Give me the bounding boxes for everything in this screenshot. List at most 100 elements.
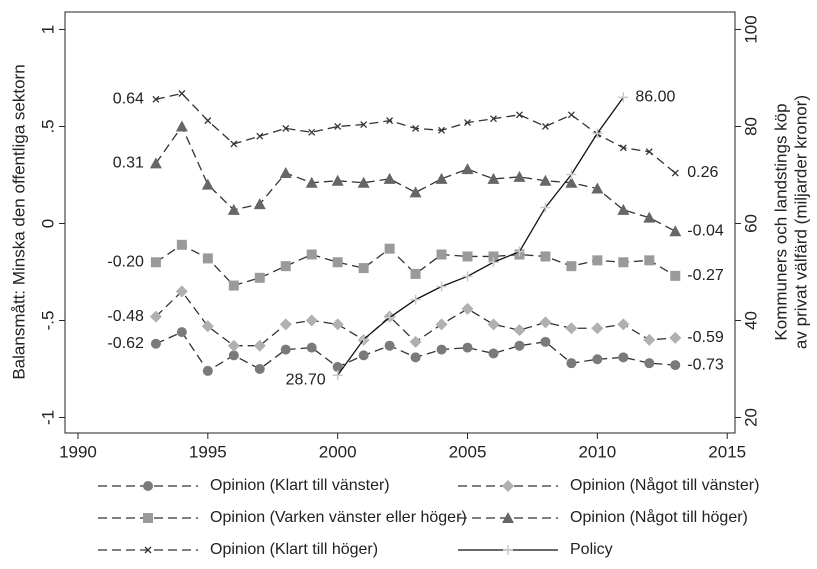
marker: [201, 320, 214, 333]
marker: [514, 246, 525, 257]
marker: [618, 257, 629, 268]
marker: [487, 172, 500, 184]
marker: [334, 123, 342, 130]
marker: [176, 239, 187, 250]
marker: [438, 126, 446, 134]
marker: [618, 352, 629, 363]
marker: [566, 261, 577, 272]
value-label: -0.62: [107, 335, 144, 352]
marker: [490, 115, 497, 123]
marker: [227, 203, 240, 215]
legend-label: Opinion (Klart till höger): [210, 541, 378, 558]
value-label: -0.59: [687, 329, 724, 346]
marker: [409, 186, 422, 198]
marker: [617, 203, 630, 215]
marker: [669, 331, 682, 344]
legend-label: Policy: [570, 541, 613, 558]
marker: [462, 271, 473, 282]
value-label: 28.70: [286, 372, 326, 389]
marker: [305, 314, 318, 327]
marker: [502, 480, 514, 492]
marker: [592, 354, 603, 365]
marker: [503, 545, 513, 555]
marker: [230, 140, 238, 148]
marker: [487, 318, 500, 331]
y-tick-label: -1: [38, 410, 57, 425]
marker: [462, 251, 473, 262]
x-tick-label: 1995: [189, 442, 227, 461]
marker: [435, 318, 448, 331]
marker: [488, 251, 499, 262]
marker: [644, 358, 655, 369]
marker: [384, 243, 395, 254]
marker: [228, 280, 239, 291]
marker: [541, 123, 549, 130]
marker: [358, 263, 369, 274]
marker: [150, 338, 161, 349]
y2-axis-label: av privat välfärd (miljarder kronor): [791, 95, 810, 349]
y-tick-label: .5: [38, 119, 57, 133]
marker: [645, 148, 653, 156]
marker: [202, 365, 213, 376]
marker: [384, 312, 395, 323]
marker: [540, 251, 551, 262]
marker: [670, 270, 681, 281]
marker: [280, 344, 291, 355]
plot-frame: [64, 11, 736, 434]
x-tick-label: 2010: [578, 442, 616, 461]
marker: [435, 172, 448, 184]
marker: [253, 198, 266, 210]
x-tick-label: 2000: [319, 442, 357, 461]
marker: [305, 176, 318, 188]
marker: [591, 322, 604, 335]
y-tick-label: 1: [38, 25, 57, 34]
marker: [332, 370, 343, 381]
marker: [671, 169, 679, 177]
legend-label: Opinion (Något till vänster): [570, 476, 759, 494]
value-label: 0.31: [113, 155, 144, 172]
marker: [591, 182, 604, 194]
marker: [331, 174, 344, 186]
marker: [149, 157, 162, 169]
marker: [540, 202, 551, 213]
marker: [436, 344, 447, 355]
marker: [360, 121, 368, 128]
y2-tick-label: 40: [741, 311, 760, 330]
marker: [565, 322, 578, 335]
y2-tick-label: 20: [741, 408, 760, 427]
marker: [175, 285, 188, 298]
marker: [308, 128, 316, 136]
marker: [462, 342, 473, 353]
marker: [644, 255, 655, 266]
marker: [254, 363, 265, 374]
y2-tick-label: 80: [741, 117, 760, 136]
marker: [149, 310, 162, 323]
value-label: 0.64: [113, 91, 144, 108]
marker: [282, 124, 290, 132]
marker: [357, 176, 370, 188]
marker: [176, 327, 187, 338]
marker: [358, 334, 369, 345]
marker: [143, 481, 153, 491]
marker: [410, 268, 421, 279]
marker: [461, 302, 474, 315]
series-line: [337, 96, 624, 376]
value-label: -0.27: [687, 267, 724, 284]
y2-tick-label: 60: [741, 214, 760, 233]
marker: [565, 176, 578, 188]
series-line: [155, 125, 676, 232]
marker: [332, 362, 343, 373]
marker: [515, 111, 523, 119]
marker: [540, 336, 551, 347]
marker: [201, 178, 214, 190]
marker: [619, 144, 627, 152]
marker: [175, 120, 188, 132]
x-tick-label: 1990: [59, 442, 97, 461]
value-label: 0.26: [687, 164, 718, 181]
marker: [514, 340, 525, 351]
marker: [461, 163, 474, 175]
marker: [502, 512, 514, 523]
legend-label: Opinion (Varken vänster eller höger): [210, 509, 467, 526]
marker: [592, 255, 603, 266]
x-tick-label: 2015: [708, 442, 746, 461]
